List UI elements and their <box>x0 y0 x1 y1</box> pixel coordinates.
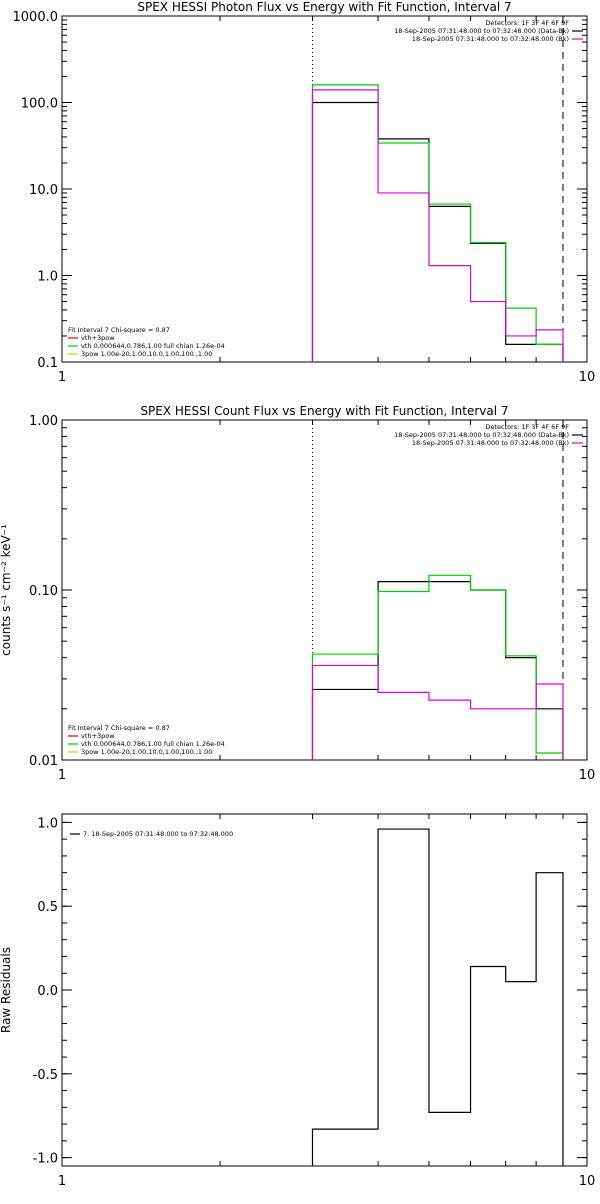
panel-2: SPEX HESSI Count Flux vs Energy with Fit… <box>0 404 595 783</box>
series-1-line <box>311 581 564 760</box>
y-tick-label: 0.0 <box>37 984 58 999</box>
series-3-line <box>311 664 564 760</box>
y-tick-label: 0.10 <box>29 584 58 599</box>
x-tick-label: 10 <box>579 1174 596 1189</box>
chart-title: SPEX HESSI Count Flux vs Energy with Fit… <box>140 404 508 418</box>
fit-line: Fit Interval 7 Chi-square = 0.87 <box>68 326 170 334</box>
info-line: 18-Sep-2005 07:31:48.000 to 07:32:48.000… <box>412 439 569 447</box>
fit-line: vth+3pow <box>81 732 115 740</box>
fit-line: vth 0.000644,0.786,1.00 full chian 1.26e… <box>81 740 225 748</box>
info-line: 18-Sep-2005 07:31:48.000 to 07:32:48.000… <box>394 431 569 439</box>
info-line: 18-Sep-2005 07:31:48.000 to 07:32:48.000… <box>412 35 569 43</box>
series-1-line <box>311 101 564 362</box>
fit-line: 3pow 1.00e-20,1.00,10.0,1.00,100.,1.00 <box>81 350 212 358</box>
y-tick-label: 10.0 <box>29 183 58 198</box>
y-axis-label: counts s⁻¹ cm⁻² keV⁻¹ <box>0 524 13 656</box>
y-tick-label: 0.5 <box>37 900 58 915</box>
info-line: Detectors: 1F 3F 4F 6F 9F <box>485 19 569 27</box>
x-tick-label: 1 <box>58 768 66 783</box>
chart-title: SPEX HESSI Photon Flux vs Energy with Fi… <box>137 0 511 14</box>
axes-frame <box>61 15 588 363</box>
y-tick-label: 1.00 <box>29 414 58 429</box>
axes-frame <box>61 813 588 1167</box>
fit-line: 3pow 1.00e-20,1.00,10.0,1.00,100.,1.00 <box>81 748 212 756</box>
y-tick-label: 0.01 <box>29 754 58 769</box>
panel-1: SPEX HESSI Photon Flux vs Energy with Fi… <box>13 0 596 385</box>
y-tick-label: -0.5 <box>33 1068 58 1083</box>
series-1-line <box>311 828 564 1166</box>
y-tick-label: 0.1 <box>37 356 58 371</box>
y-tick-label: 1000.0 <box>13 10 59 25</box>
series-2-line <box>311 574 564 760</box>
y-tick-label: -1.0 <box>33 1152 58 1167</box>
x-tick-label: 10 <box>579 370 596 385</box>
y-tick-label: 100.0 <box>21 97 58 112</box>
y-axis-label: Raw Residuals <box>0 947 13 1033</box>
info-line: Detectors: 1F 3F 4F 6F 9F <box>485 423 569 431</box>
x-tick-label: 1 <box>58 370 66 385</box>
y-tick-label: 1.0 <box>37 270 58 285</box>
x-tick-label: 1 <box>58 1174 66 1189</box>
fit-line: vth 0.000644,0.786,1.00 full chian 1.26e… <box>81 342 225 350</box>
y-tick-label: 1.0 <box>37 816 58 831</box>
panel-3: Raw Residuals 1 10 -1.0 -0.5 0.0 0.5 1.0 7. 18-S… <box>0 813 596 1189</box>
series-2-line <box>311 84 564 362</box>
info-line: 18-Sep-2005 07:31:48.000 to 07:32:48.000… <box>394 27 569 35</box>
fit-line: Fit Interval 7 Chi-square = 0.87 <box>68 724 170 732</box>
legend-entry: 7. 18-Sep-2005 07:31:48.000 to 07:32:48.… <box>83 830 233 838</box>
series-3-line <box>311 89 564 362</box>
x-tick-label: 10 <box>579 768 596 783</box>
fit-line: vth+3pow <box>81 334 115 342</box>
